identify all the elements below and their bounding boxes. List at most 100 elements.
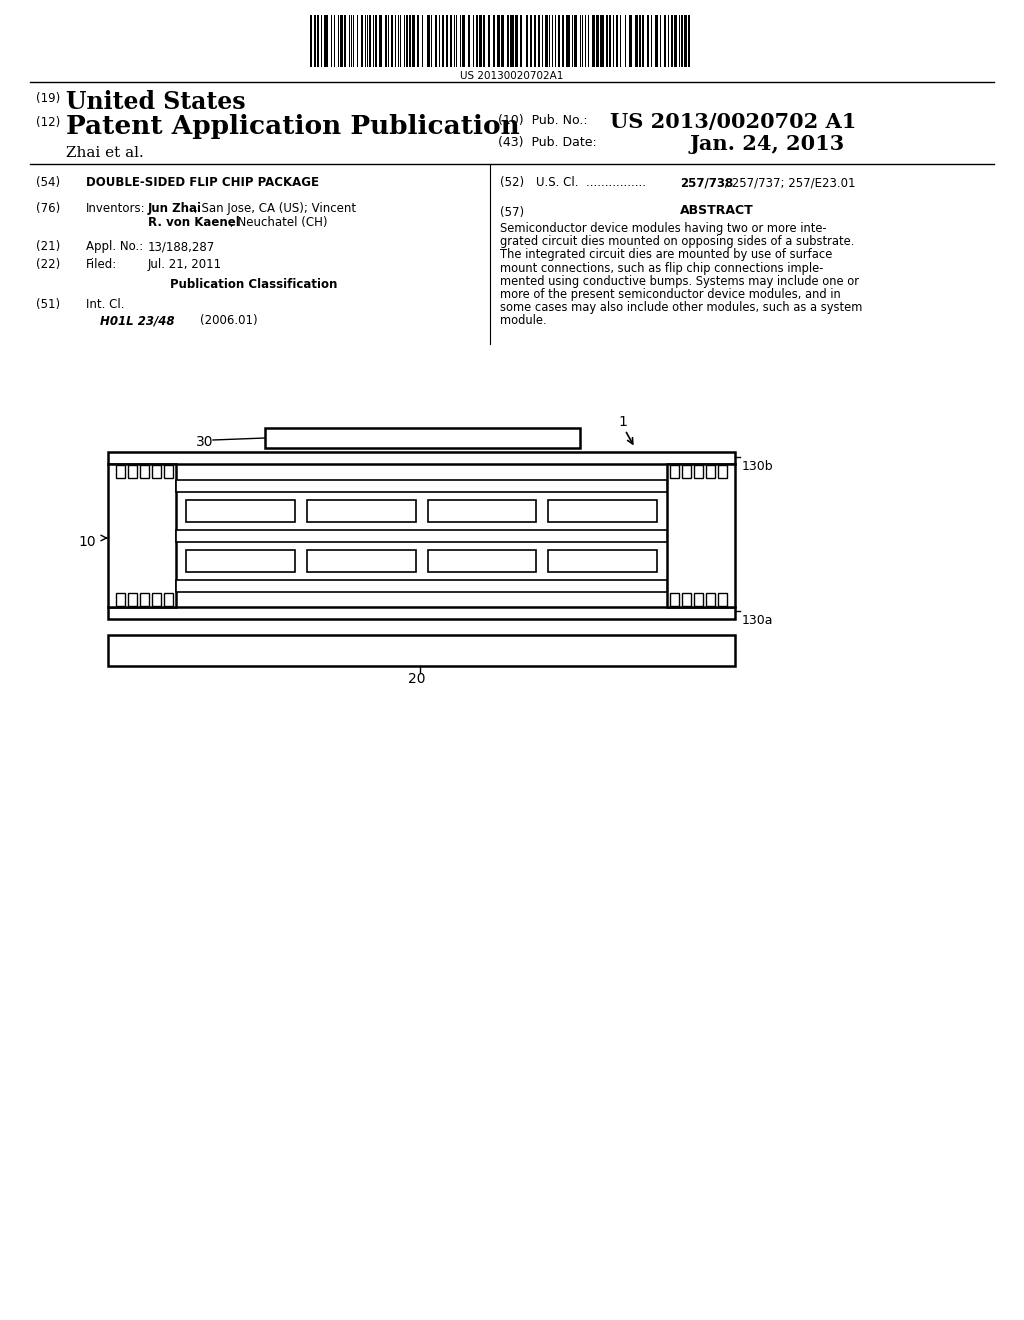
Bar (128, 465, 137, 478)
Bar (642, 15, 644, 67)
Bar (360, 15, 362, 67)
Bar (592, 15, 595, 67)
Text: (52): (52) (500, 176, 524, 189)
Bar (331, 15, 332, 67)
Bar (321, 15, 323, 67)
Text: , Neuchatel (CH): , Neuchatel (CH) (230, 216, 328, 228)
Text: 257/738: 257/738 (680, 176, 733, 189)
Bar (473, 15, 474, 67)
Bar (450, 15, 452, 67)
Text: Jan. 24, 2013: Jan. 24, 2013 (690, 135, 845, 154)
Bar (462, 15, 465, 67)
Bar (388, 15, 389, 67)
Bar (427, 550, 537, 572)
Text: Int. Cl.: Int. Cl. (86, 298, 125, 312)
Bar (403, 15, 404, 67)
Text: (10)  Pub. No.:: (10) Pub. No.: (498, 114, 588, 127)
Bar (334, 15, 335, 67)
Text: (22): (22) (36, 257, 60, 271)
Bar (682, 593, 691, 606)
Bar (409, 15, 412, 67)
Text: (43)  Pub. Date:: (43) Pub. Date: (498, 136, 597, 149)
Bar (718, 465, 727, 478)
Bar (679, 15, 680, 67)
Bar (629, 15, 632, 67)
Bar (674, 15, 678, 67)
Bar (557, 15, 560, 67)
Bar (555, 15, 556, 67)
Bar (571, 15, 572, 67)
Bar (108, 451, 735, 465)
Bar (493, 15, 495, 67)
Bar (394, 15, 396, 67)
Bar (589, 15, 590, 67)
Bar (375, 15, 377, 67)
Text: (51): (51) (36, 298, 60, 312)
Bar (535, 15, 536, 67)
Bar (476, 15, 478, 67)
Bar (365, 15, 367, 67)
Bar (116, 465, 125, 478)
Bar (379, 15, 382, 67)
Text: Patent Application Publication: Patent Application Publication (66, 114, 520, 139)
Text: U.S. Cl.  ................: U.S. Cl. ................ (536, 176, 646, 189)
Bar (457, 15, 458, 67)
Bar (621, 15, 622, 67)
Bar (108, 465, 176, 607)
Bar (566, 15, 569, 67)
Bar (488, 15, 490, 67)
Bar (307, 500, 416, 521)
Bar (307, 550, 416, 572)
Bar (596, 15, 599, 67)
Bar (612, 15, 613, 67)
Bar (435, 15, 436, 67)
Text: (12): (12) (36, 116, 60, 129)
Text: grated circuit dies mounted on opposing sides of a substrate.: grated circuit dies mounted on opposing … (500, 235, 854, 248)
Text: 1: 1 (618, 414, 627, 429)
Bar (152, 465, 161, 478)
Text: (76): (76) (36, 202, 60, 215)
Text: 130a: 130a (742, 614, 773, 627)
Bar (671, 15, 673, 67)
Text: ; 257/737; 257/E23.01: ; 257/737; 257/E23.01 (724, 176, 855, 189)
Bar (667, 465, 735, 607)
Text: Publication Classification: Publication Classification (170, 279, 337, 290)
Bar (646, 15, 649, 67)
Bar (525, 15, 527, 67)
Bar (497, 15, 501, 67)
Bar (609, 15, 611, 67)
Bar (400, 15, 401, 67)
Text: 10: 10 (78, 535, 95, 549)
Bar (186, 550, 295, 572)
Bar (310, 15, 312, 67)
Bar (391, 15, 392, 67)
Bar (639, 15, 641, 67)
Text: 30: 30 (196, 436, 213, 449)
Text: United States: United States (66, 90, 246, 114)
Text: more of the present semiconductor device modules, and in: more of the present semiconductor device… (500, 288, 841, 301)
Bar (348, 15, 349, 67)
Bar (350, 15, 352, 67)
Bar (538, 15, 540, 67)
Bar (427, 500, 537, 521)
Text: Filed:: Filed: (86, 257, 118, 271)
Bar (438, 15, 439, 67)
Bar (651, 15, 652, 67)
Text: Jul. 21, 2011: Jul. 21, 2011 (148, 257, 222, 271)
Bar (580, 15, 581, 67)
Bar (398, 15, 399, 67)
Bar (625, 15, 626, 67)
Bar (442, 15, 444, 67)
Bar (615, 15, 618, 67)
Bar (562, 15, 564, 67)
Bar (468, 15, 469, 67)
Text: (21): (21) (36, 240, 60, 253)
Bar (325, 15, 328, 67)
Bar (265, 428, 580, 447)
Bar (510, 15, 513, 67)
Text: Jun Zhai: Jun Zhai (148, 202, 202, 215)
Bar (574, 15, 578, 67)
Bar (460, 15, 461, 67)
Bar (542, 15, 543, 67)
Text: DOUBLE-SIDED FLIP CHIP PACKAGE: DOUBLE-SIDED FLIP CHIP PACKAGE (86, 176, 319, 189)
